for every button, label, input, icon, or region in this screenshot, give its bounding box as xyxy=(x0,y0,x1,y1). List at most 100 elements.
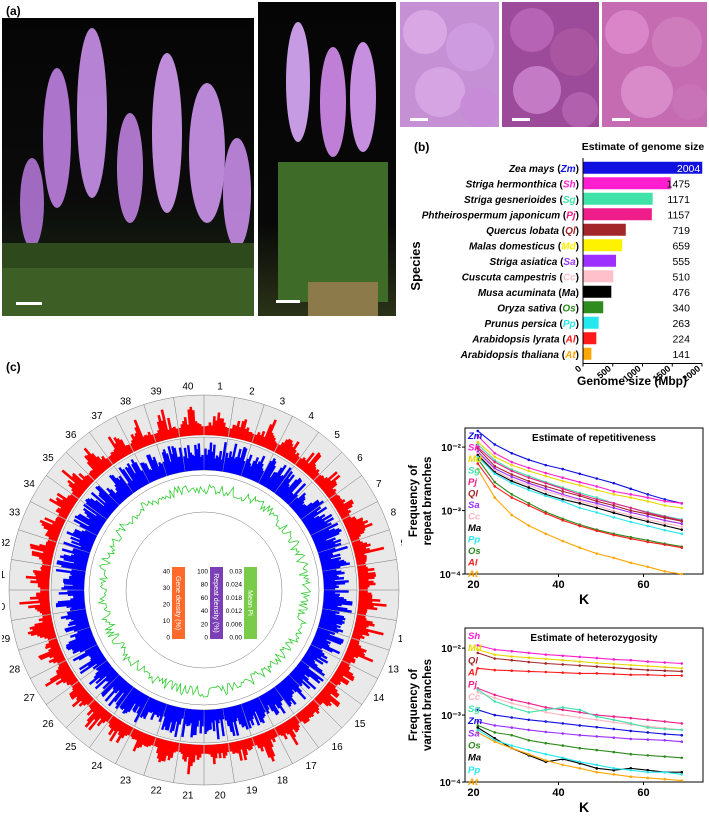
repeat-density-bar xyxy=(73,553,89,560)
gene-density-bar xyxy=(296,456,306,468)
repeat-density-bar xyxy=(241,458,250,477)
gene-density-bar xyxy=(221,743,226,759)
repeat-density-bar xyxy=(311,640,333,653)
gene-density-bar xyxy=(124,725,132,737)
legend-Ql: Ql xyxy=(468,489,478,500)
series-point-Os xyxy=(578,746,582,750)
photo-plants-left xyxy=(2,18,254,316)
chromosome-label: 31 xyxy=(2,570,6,581)
gene-density-bar xyxy=(266,730,273,741)
repeat-density-bar xyxy=(105,668,115,678)
repeat-density-bar xyxy=(288,673,303,687)
repeat-density-bar xyxy=(67,618,89,627)
series-point-At xyxy=(476,731,480,734)
repeat-density-bar xyxy=(98,491,117,510)
series-point-Pp xyxy=(493,472,497,476)
repeat-density-bar xyxy=(74,629,92,639)
series-point-Cc xyxy=(595,504,599,507)
repeat-density-bar xyxy=(161,704,171,731)
gene-density-bar xyxy=(105,457,113,467)
gene-density-bar xyxy=(71,488,82,498)
repeat-density-bar xyxy=(115,487,127,501)
series-point-Pp xyxy=(663,770,667,774)
series-point-Sg xyxy=(680,728,684,732)
gene-density-bar xyxy=(117,722,127,736)
y-tick-label: 10⁻² xyxy=(441,443,461,454)
gene-density-bar xyxy=(289,453,297,463)
gene-density-bar xyxy=(27,625,54,635)
series-point-Sg xyxy=(527,711,531,714)
legend-Cc: Cc xyxy=(468,512,481,523)
gene-density-bar xyxy=(357,566,368,571)
gene-density-bar xyxy=(38,556,53,562)
gene-density-bar xyxy=(356,561,366,566)
series-point-Sa xyxy=(680,740,684,744)
series-point-Sa xyxy=(646,738,650,741)
series-point-Sa xyxy=(595,735,599,738)
gene-density-bar xyxy=(150,434,156,444)
repeat-density-bar xyxy=(319,553,334,560)
gene-density-bar xyxy=(337,665,354,677)
gene-density-bar xyxy=(126,444,134,454)
repeat-density-bar xyxy=(93,664,112,679)
series-point-Sa xyxy=(493,724,497,727)
gene-density-bar xyxy=(292,455,300,465)
repeat-density-bar xyxy=(222,452,229,472)
repeat-density-bar xyxy=(315,539,334,549)
circos-legend-bar xyxy=(244,567,257,639)
gene-density-bar xyxy=(344,517,364,528)
repeat-density-bar xyxy=(63,582,85,586)
repeat-density-bar xyxy=(279,486,290,499)
repeat-density-bar xyxy=(243,462,252,478)
gene-density-bar xyxy=(49,667,72,682)
chromosome-label: 7 xyxy=(376,479,382,490)
series-point-Sa xyxy=(612,736,616,739)
x-tick-label: 20 xyxy=(467,579,479,591)
repeat-density-bar xyxy=(75,631,93,640)
gene-density-bar xyxy=(357,605,378,611)
repeat-density-bar xyxy=(323,579,335,583)
series-point-Zm xyxy=(680,733,684,737)
repeat-density-bar xyxy=(270,688,283,706)
chromosome-divider xyxy=(89,715,114,748)
series-point-Ma xyxy=(629,767,633,770)
repeat-density-bar xyxy=(321,610,336,616)
chromosome-divider xyxy=(46,680,79,705)
gene-density-bar xyxy=(92,703,101,714)
gene-density-bar xyxy=(327,681,337,689)
repeat-density-bar xyxy=(292,669,304,681)
y-axis-label: variant branches xyxy=(422,659,434,751)
repeat-density-bar xyxy=(77,627,91,634)
repeat-density-bar xyxy=(115,492,125,502)
series-point-Sa xyxy=(612,506,616,510)
repeat-density-bar xyxy=(88,665,113,686)
repeat-density-bar xyxy=(171,453,178,474)
series-point-Pj xyxy=(629,506,633,510)
gene-density-bar xyxy=(41,559,52,564)
repeat-density-bar xyxy=(186,458,191,472)
gene-density-bar xyxy=(84,475,93,484)
series-point-Md xyxy=(612,493,616,496)
series-point-Sa xyxy=(680,522,684,526)
gene-density-bar xyxy=(71,472,89,489)
series-point-Pj xyxy=(595,498,599,501)
repeat-density-bar xyxy=(183,447,190,472)
chromosome-divider xyxy=(134,696,150,727)
repeat-density-bar xyxy=(147,454,160,480)
repeat-density-bar xyxy=(222,708,228,721)
repeat-density-bar xyxy=(69,606,86,611)
chromosome-label: 32 xyxy=(2,538,11,549)
chromosome-divider xyxy=(341,660,378,679)
series-point-Pp xyxy=(510,481,514,485)
gene-density-bar xyxy=(78,472,92,486)
repeat-density-bar xyxy=(316,538,342,551)
chromosome-divider xyxy=(228,397,235,437)
chromosome-divider xyxy=(115,416,134,453)
repeat-density-bar xyxy=(319,621,338,630)
series-point-Ql xyxy=(493,464,497,468)
gene-density-bar xyxy=(155,738,161,748)
gene-density-bar xyxy=(150,736,156,746)
series-point-At xyxy=(629,775,633,779)
gene-density-bar xyxy=(75,688,87,699)
series-point-Sh xyxy=(561,476,565,479)
